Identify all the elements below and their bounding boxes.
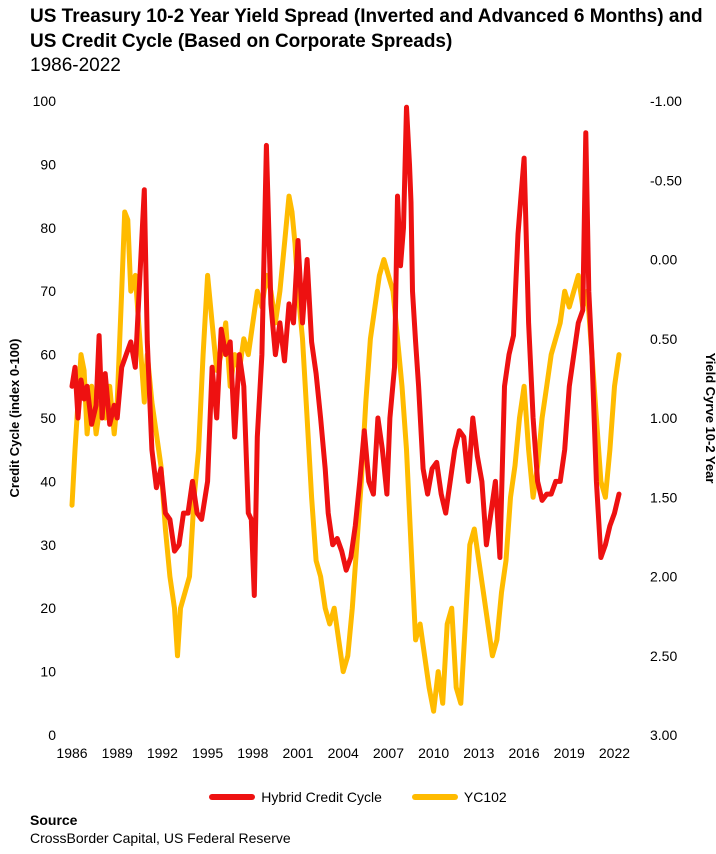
left-axis-ticks: 0 10 20 30 40 50 60 70 80 90 100 bbox=[33, 93, 57, 743]
left-axis-title: Credit Cycle (index 0-100) bbox=[7, 339, 22, 498]
left-tick-label: 40 bbox=[40, 473, 56, 489]
right-axis-title: Yield Cyrve 10-2 Year bbox=[703, 353, 716, 484]
left-tick-label: 100 bbox=[33, 93, 57, 109]
legend-label-yc102: YC102 bbox=[463, 789, 507, 805]
x-tick-label: 2019 bbox=[554, 745, 585, 761]
left-tick-label: 30 bbox=[40, 537, 56, 553]
right-tick-label: -1.00 bbox=[650, 93, 682, 109]
right-tick-label: 1.50 bbox=[650, 489, 677, 505]
legend-swatch-yc102 bbox=[411, 794, 458, 800]
legend-label-credit-cycle: Hybrid Credit Cycle bbox=[261, 789, 382, 805]
x-tick-label: 2007 bbox=[373, 745, 404, 761]
right-tick-label: 1.00 bbox=[650, 410, 677, 426]
x-tick-label: 2001 bbox=[282, 745, 313, 761]
x-tick-label: 2022 bbox=[599, 745, 630, 761]
left-tick-label: 70 bbox=[40, 283, 56, 299]
x-tick-label: 2013 bbox=[463, 745, 494, 761]
right-tick-label: 3.00 bbox=[650, 727, 677, 743]
x-tick-label: 1992 bbox=[147, 745, 178, 761]
source-text: CrossBorder Capital, US Federal Reserve bbox=[30, 830, 291, 846]
x-axis-ticks: 1986 1989 1992 1995 1998 2001 2004 2007 2010 2013… bbox=[56, 745, 630, 761]
x-tick-label: 1986 bbox=[56, 745, 87, 761]
legend: Hybrid Credit Cycle YC102 bbox=[0, 786, 716, 808]
left-tick-label: 90 bbox=[40, 156, 56, 172]
x-tick-label: 2004 bbox=[328, 745, 359, 761]
legend-item-credit-cycle: Hybrid Credit Cycle bbox=[209, 789, 382, 805]
right-tick-label: 2.00 bbox=[650, 569, 677, 585]
x-tick-label: 2016 bbox=[508, 745, 539, 761]
right-axis-ticks: 3.00 2.50 2.00 1.50 1.00 0.50 0.00 -0.50 -1.00 bbox=[650, 93, 682, 743]
right-tick-label: 0.00 bbox=[650, 252, 677, 268]
right-tick-label: 0.50 bbox=[650, 331, 677, 347]
series-layer bbox=[69, 104, 622, 714]
right-tick-label: -0.50 bbox=[650, 172, 682, 188]
x-tick-label: 1989 bbox=[102, 745, 133, 761]
x-tick-label: 1995 bbox=[192, 745, 223, 761]
series-line-hybrid-credit-cycle bbox=[69, 104, 622, 598]
left-tick-label: 80 bbox=[40, 220, 56, 236]
source-label: Source bbox=[30, 812, 78, 828]
chart-subtitle: 1986-2022 bbox=[30, 55, 121, 76]
left-tick-label: 60 bbox=[40, 347, 56, 363]
legend-swatch-credit-cycle bbox=[209, 794, 256, 800]
left-tick-label: 0 bbox=[48, 727, 56, 743]
legend-item-yc102: YC102 bbox=[411, 789, 507, 805]
x-tick-label: 1998 bbox=[237, 745, 268, 761]
right-tick-label: 2.50 bbox=[650, 648, 677, 664]
chart-title: US Treasury 10-2 Year Yield Spread (Inve… bbox=[30, 6, 703, 52]
left-tick-label: 20 bbox=[40, 600, 56, 616]
left-tick-label: 50 bbox=[40, 410, 56, 426]
chart-area: 0 10 20 30 40 50 60 70 80 90 100 3.00 2.50 2.00 1.50 1… bbox=[7, 93, 716, 761]
left-tick-label: 10 bbox=[40, 664, 56, 680]
x-tick-label: 2010 bbox=[418, 745, 449, 761]
